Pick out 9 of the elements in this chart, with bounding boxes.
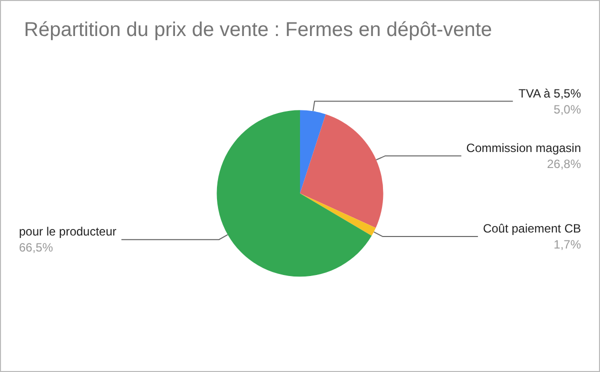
data-label: 1,7% (554, 238, 582, 252)
chart-title: Répartition du prix de vente : Fermes en dépôt-vente (24, 19, 492, 41)
data-label: 5,0% (554, 102, 582, 116)
data-label: 66,5% (19, 240, 54, 255)
slice-label: Coût paiement CB (482, 222, 581, 236)
slice-label: pour le producteur (19, 224, 116, 239)
data-label: 26,8% (546, 156, 582, 171)
slice-label: Commission magasin (466, 140, 581, 155)
slice-label: TVA à 5,5% (518, 86, 582, 100)
